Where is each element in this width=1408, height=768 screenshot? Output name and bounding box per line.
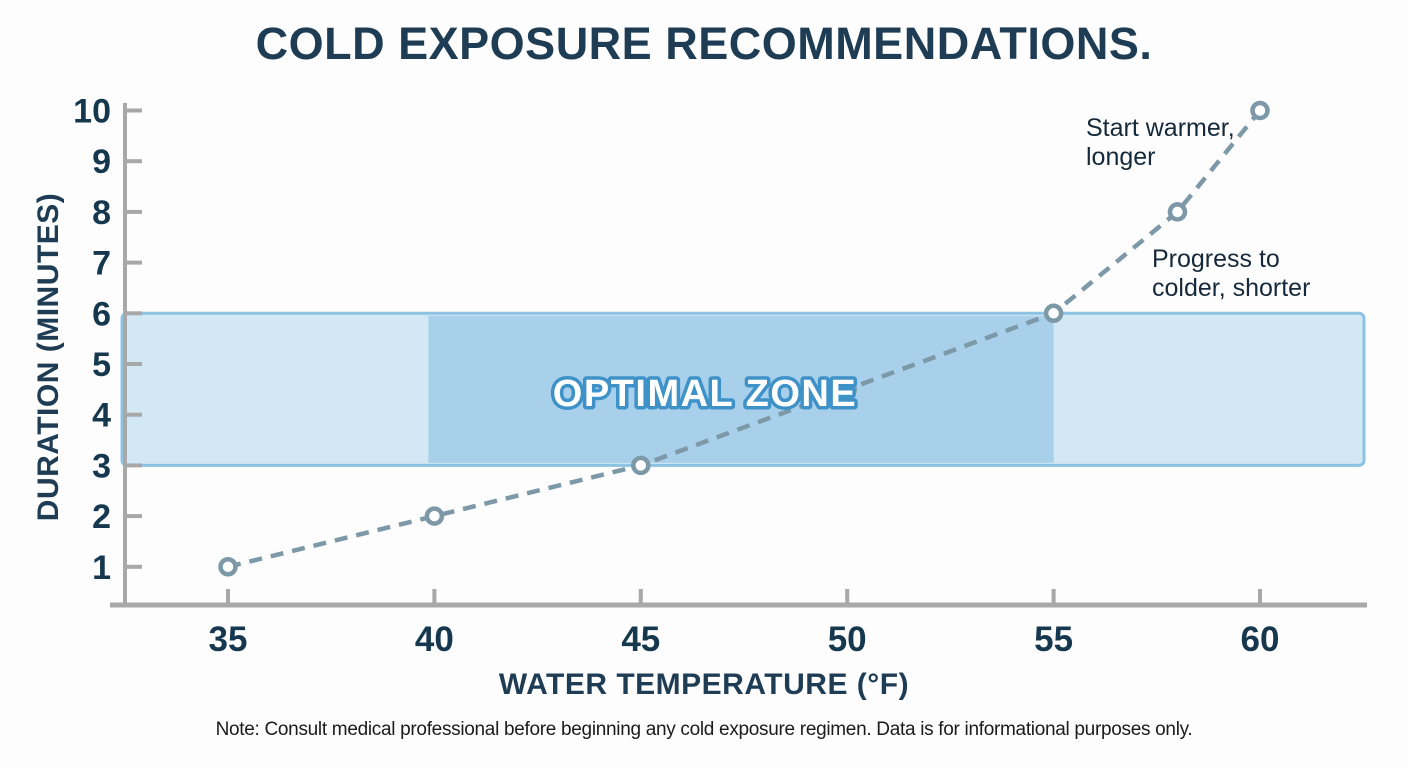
x-tick-label: 55: [1034, 620, 1073, 659]
y-tick-label: 7: [92, 245, 111, 283]
y-tick-label: 9: [92, 143, 111, 181]
data-point: [1043, 303, 1064, 324]
x-tick-label: 50: [828, 620, 867, 659]
x-tick-label: 35: [209, 620, 248, 659]
y-tick-label: 5: [92, 346, 111, 384]
data-point: [424, 506, 445, 526]
y-tick-label: 3: [92, 447, 111, 485]
optimal-zone-label: OPTIMAL ZONE: [553, 373, 857, 415]
x-tick-label: 40: [415, 620, 454, 659]
y-tick-label: 6: [92, 295, 111, 333]
data-point: [837, 379, 857, 400]
annotation-progress-colder-shorter: Progress to colder, shorter: [1152, 245, 1311, 302]
y-tick-label: 2: [92, 498, 111, 536]
data-point: [218, 557, 238, 577]
x-axis-title: WATER TEMPERATURE (°F): [498, 668, 910, 701]
y-tick-label: 1: [92, 549, 111, 587]
optimal-zone-core: [428, 315, 1054, 463]
y-tick-label: 8: [92, 194, 111, 232]
chart-title: COLD EXPOSURE RECOMMENDATIONS.: [255, 18, 1153, 69]
footnote: Note: Consult medical professional befor…: [215, 719, 1193, 740]
y-tick-label: 4: [92, 397, 111, 435]
data-point: [1250, 100, 1270, 121]
data-point: [631, 455, 651, 476]
y-tick-label: 10: [73, 93, 111, 131]
annotation-start-warmer-longer: Start warmer, longer: [1086, 114, 1235, 171]
x-tick-label: 60: [1241, 620, 1280, 659]
x-tick-label: 45: [621, 620, 660, 659]
data-point: [1167, 202, 1188, 222]
